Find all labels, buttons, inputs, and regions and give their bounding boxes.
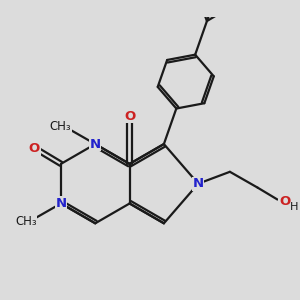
Text: H: H [290,202,298,212]
Text: N: N [193,177,204,190]
Text: CH₃: CH₃ [15,215,37,228]
Text: CH₃: CH₃ [50,120,71,133]
Text: O: O [124,110,135,123]
Text: O: O [279,195,290,208]
Text: O: O [29,142,40,155]
Text: N: N [56,197,67,210]
Text: N: N [90,138,101,151]
